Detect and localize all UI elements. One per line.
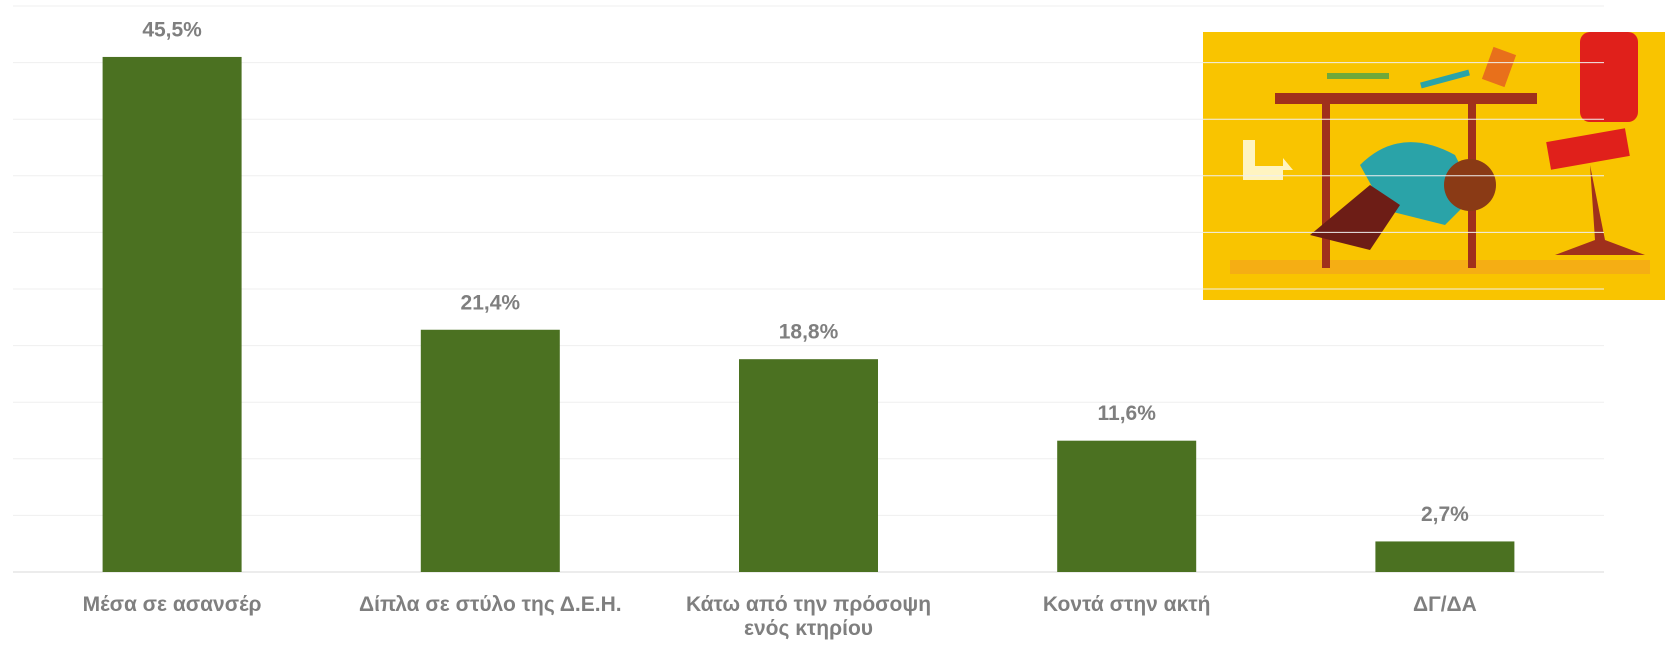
x-tick-label: Μέσα σε ασανσέρ xyxy=(27,593,317,617)
bar xyxy=(1375,541,1514,572)
x-tick-label: Κοντά στην ακτή xyxy=(982,593,1272,617)
illustration xyxy=(1203,32,1665,300)
value-label: 18,8% xyxy=(779,321,839,344)
page: 45,5% 21,4% 18,8% 11,6% 2,7% Μέσα σε ασανσέρ… xyxy=(0,0,1665,651)
x-tick-label: Κάτω από την πρόσοψη ενός κτηρίου xyxy=(664,593,954,641)
x-tick-label: ΔΓ/ΔΑ xyxy=(1300,593,1590,617)
value-label: 2,7% xyxy=(1421,503,1469,526)
value-label: 21,4% xyxy=(461,291,521,314)
bar xyxy=(1057,441,1196,572)
x-tick-label: Δίπλα σε στύλο της Δ.Ε.Η. xyxy=(345,593,635,617)
bar xyxy=(103,57,242,572)
chart: 45,5% 21,4% 18,8% 11,6% 2,7% xyxy=(0,0,1665,651)
value-label: 11,6% xyxy=(1098,402,1157,425)
bar xyxy=(739,359,878,572)
bar xyxy=(421,330,560,572)
value-label: 45,5% xyxy=(142,18,202,41)
